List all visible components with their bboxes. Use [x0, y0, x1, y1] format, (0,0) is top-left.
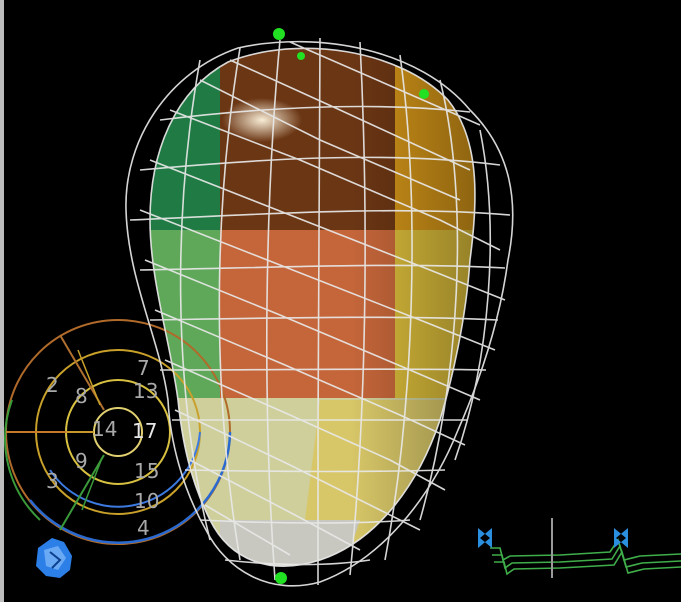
bullseye-label: 14 [92, 417, 117, 441]
bullseye-label: 17 [132, 419, 157, 443]
bullseye-label: 3 [46, 469, 59, 493]
bowtie-marker-icon[interactable] [478, 528, 492, 548]
wireframe-mesh [125, 37, 514, 587]
bullseye-label: 13 [133, 379, 158, 403]
viewport-border [0, 0, 4, 602]
bullseye-label: 2 [46, 373, 59, 397]
bullseye-label: 8 [75, 384, 88, 408]
bullseye-map: 2 3 8 9 13 14 15 17 10 4 7 [4, 319, 232, 545]
landmark-markers[interactable] [273, 28, 429, 584]
bowtie-marker-icon[interactable] [614, 528, 628, 548]
landmark-marker-right[interactable] [419, 89, 429, 99]
bullseye-label: 4 [137, 516, 150, 540]
orientation-cube-icon[interactable] [36, 538, 72, 578]
landmark-marker-top[interactable] [273, 28, 285, 40]
bullseye-label: 9 [75, 449, 88, 473]
bullseye-label: 15 [134, 459, 159, 483]
ecg-strip[interactable] [478, 518, 681, 578]
landmark-marker-base[interactable] [297, 52, 305, 60]
bullseye-label: 7 [137, 356, 150, 380]
bullseye-label: 10 [134, 489, 159, 513]
landmark-marker-apex[interactable] [275, 572, 287, 584]
